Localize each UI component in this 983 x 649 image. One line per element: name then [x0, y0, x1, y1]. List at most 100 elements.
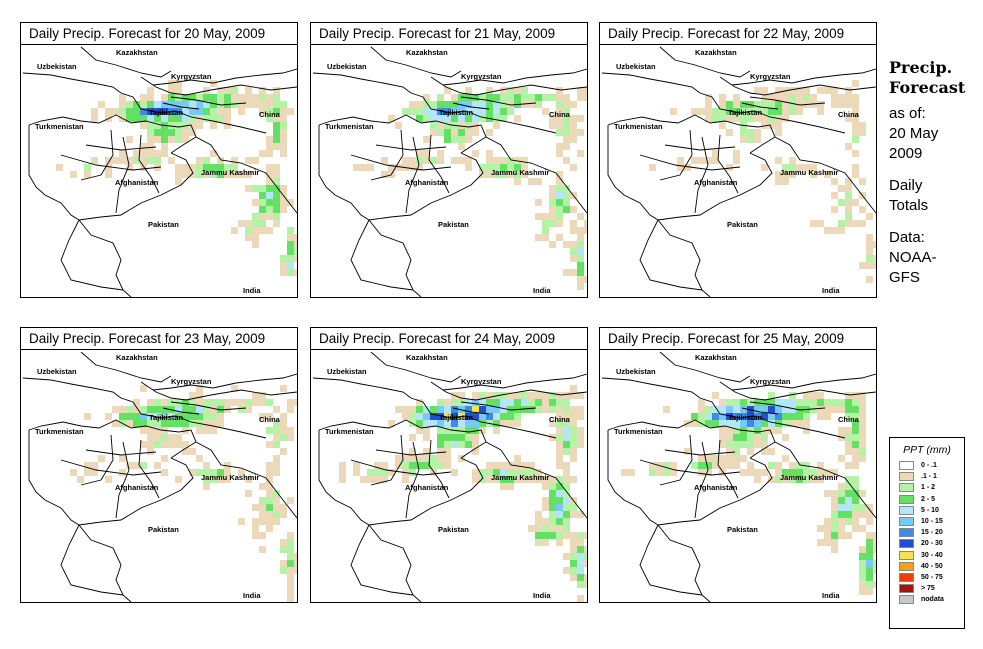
precip-cell [521, 164, 528, 171]
legend-swatch [899, 584, 914, 594]
precip-cell [98, 455, 105, 462]
precip-cell [416, 413, 423, 420]
precip-cell [845, 462, 852, 469]
precip-cell [577, 574, 584, 581]
precip-cell [712, 157, 719, 164]
precip-cell [287, 532, 294, 539]
precip-cell [168, 115, 175, 122]
precip-cell [423, 101, 430, 108]
precip-cell [740, 455, 747, 462]
precip-cell [747, 115, 754, 122]
precip-cell [161, 420, 168, 427]
precip-cell [570, 546, 577, 553]
boundary-line [709, 120, 776, 154]
precip-cell [458, 115, 465, 122]
precip-cell [147, 427, 154, 434]
precip-cell [287, 108, 294, 115]
precip-cell [859, 546, 866, 553]
precip-cell [224, 171, 231, 178]
precip-cell [719, 122, 726, 129]
precip-cell [280, 150, 287, 157]
precip-cell [273, 406, 280, 413]
precip-cell [486, 392, 493, 399]
precip-cell [556, 427, 563, 434]
boundary-line [370, 351, 462, 383]
precip-cell [105, 164, 112, 171]
precip-cell [549, 476, 556, 483]
precip-cell [584, 276, 587, 283]
precip-cell [796, 462, 803, 469]
precip-cell [444, 413, 451, 420]
precip-cell [140, 427, 147, 434]
precip-cell [719, 413, 726, 420]
precip-cell [259, 518, 266, 525]
precip-cell [563, 406, 570, 413]
precip-cell [486, 399, 493, 406]
precip-cell [733, 420, 740, 427]
precip-cell [147, 406, 154, 413]
precip-cell [726, 406, 733, 413]
precip-cell [259, 504, 266, 511]
precip-cell [577, 248, 584, 255]
precip-cell [563, 462, 570, 469]
precip-cell [500, 87, 507, 94]
precip-cell [465, 413, 472, 420]
precip-cell [859, 427, 866, 434]
precip-cell [465, 115, 472, 122]
precip-cell [196, 94, 203, 101]
precip-cell [507, 87, 514, 94]
precip-cell [287, 553, 294, 560]
precip-cell [409, 455, 416, 462]
precip-cell [126, 115, 133, 122]
precip-cell [556, 539, 563, 546]
precip-cell [287, 546, 294, 553]
precip-cell [859, 504, 866, 511]
precip-cell [458, 157, 465, 164]
precip-cell [556, 434, 563, 441]
precip-cell [423, 462, 430, 469]
precip-cell [280, 511, 287, 518]
precip-cell [273, 87, 280, 94]
precip-cell [388, 164, 395, 171]
precip-cell [437, 406, 444, 413]
precip-cell [493, 462, 500, 469]
precip-cell [556, 525, 563, 532]
precip-cell [570, 269, 577, 276]
precip-cell [775, 476, 782, 483]
precip-cell [549, 399, 556, 406]
precip-cell [175, 441, 182, 448]
precip-cell [238, 101, 245, 108]
precip-cell [231, 399, 238, 406]
precip-cell [210, 469, 217, 476]
precip-cell [203, 108, 210, 115]
precip-cell [570, 406, 577, 413]
precip-cell [147, 413, 154, 420]
precip-cell [570, 420, 577, 427]
country-label-turkmenistan: Turkmenistan [35, 427, 84, 436]
country-label-turkmenistan: Turkmenistan [325, 427, 374, 436]
precip-cell [535, 94, 542, 101]
precip-cell [621, 469, 628, 476]
precip-cell [437, 399, 444, 406]
precip-cell [259, 392, 266, 399]
precip-cell [259, 532, 266, 539]
precip-cell [838, 227, 845, 234]
boundary-line [460, 401, 537, 411]
precip-cell [549, 392, 556, 399]
legend-swatch [899, 461, 914, 470]
precip-cell [577, 241, 584, 248]
precip-cell [859, 129, 866, 136]
precip-cell [761, 115, 768, 122]
precip-cell [563, 567, 570, 574]
boundaries [601, 351, 876, 602]
precip-cell [845, 497, 852, 504]
precip-cell [259, 87, 266, 94]
precip-cell [838, 518, 845, 525]
precip-cell [577, 532, 584, 539]
precip-cell [733, 441, 740, 448]
precip-cell [458, 392, 465, 399]
boundary-line [28, 125, 80, 221]
precip-cell [287, 539, 294, 546]
precip-cell [754, 413, 761, 420]
forecast-panel-5: Daily Precip. Forecast for 24 May, 2009 … [310, 327, 588, 603]
